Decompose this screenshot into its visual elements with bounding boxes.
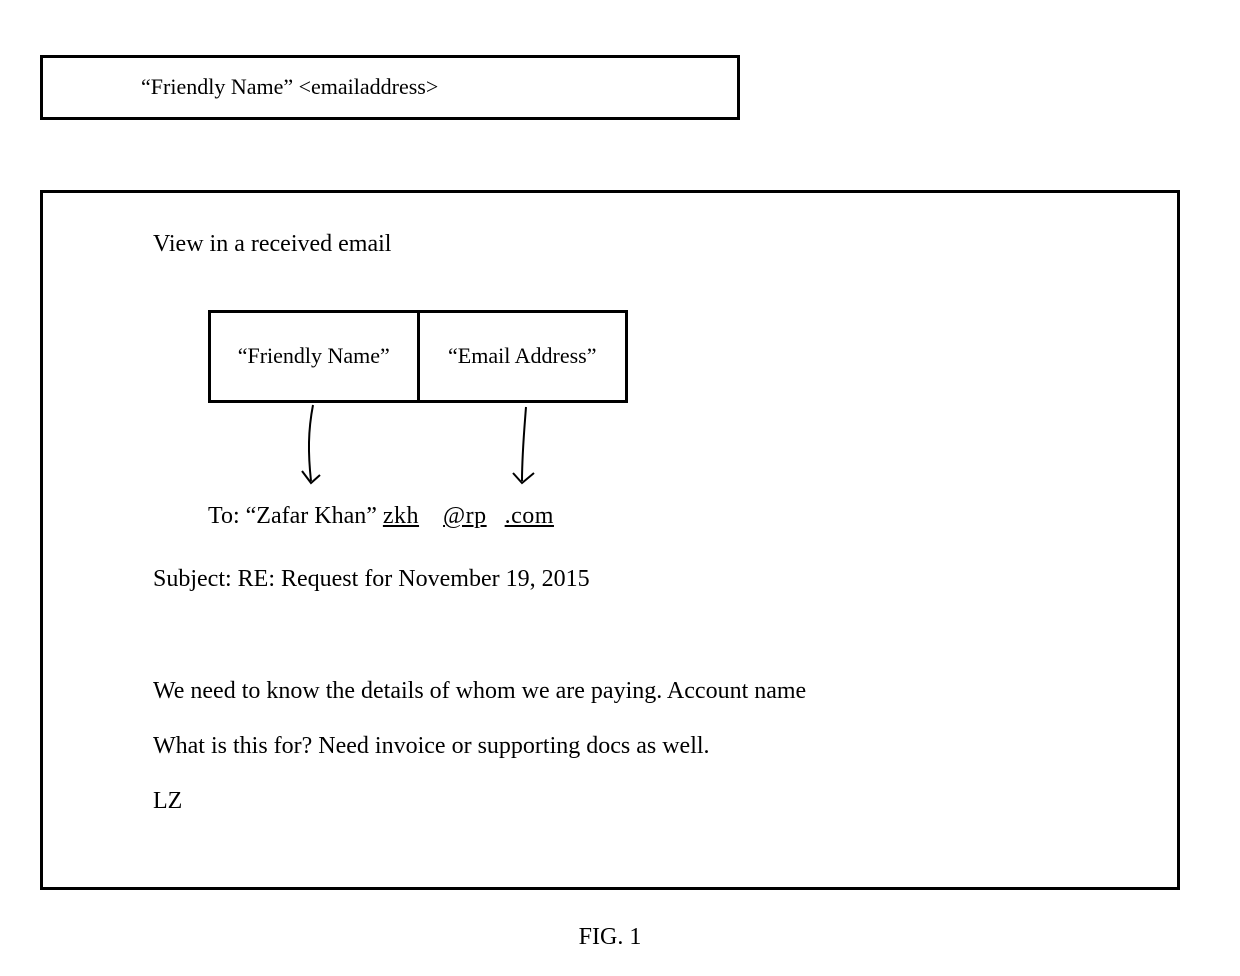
- to-line: To: “Zafar Khan” zkh @rp .com: [208, 501, 1177, 532]
- header-labels-table: “Friendly Name” “Email Address”: [208, 310, 628, 403]
- arrow-right-shaft: [522, 407, 526, 481]
- to-under-2: @rp: [443, 503, 487, 529]
- subject-line: Subject: RE: Request for November 19, 20…: [153, 564, 1177, 595]
- header-table-wrap: “Friendly Name” “Email Address”: [208, 310, 628, 493]
- to-gap-1: [419, 503, 443, 529]
- body-line-2: What is this for? Need invoice or suppor…: [153, 731, 1177, 762]
- signature: LZ: [153, 786, 1177, 817]
- to-gap-2: [487, 503, 505, 529]
- email-body: We need to know the details of whom we a…: [153, 676, 1177, 818]
- arrow-right-head: [513, 473, 534, 483]
- arrow-left-shaft: [309, 405, 313, 481]
- to-prefix: To: “Zafar Khan”: [208, 503, 383, 529]
- email-address-cell: “Email Address”: [418, 312, 626, 402]
- to-under-1: zkh: [383, 503, 419, 529]
- arrows-svg: [208, 403, 628, 493]
- body-line-1: We need to know the details of whom we a…: [153, 676, 1177, 707]
- to-under-3: .com: [505, 503, 554, 529]
- figure-label: FIG. 1: [40, 922, 1180, 953]
- friendly-name-format-text: “Friendly Name” <emailaddress>: [141, 73, 438, 102]
- view-label: View in a received email: [153, 229, 1177, 260]
- friendly-name-format-box: “Friendly Name” <emailaddress>: [40, 55, 740, 120]
- friendly-name-cell: “Friendly Name”: [210, 312, 419, 402]
- received-email-box: View in a received email “Friendly Name”…: [40, 190, 1180, 890]
- arrows-zone: [208, 403, 628, 493]
